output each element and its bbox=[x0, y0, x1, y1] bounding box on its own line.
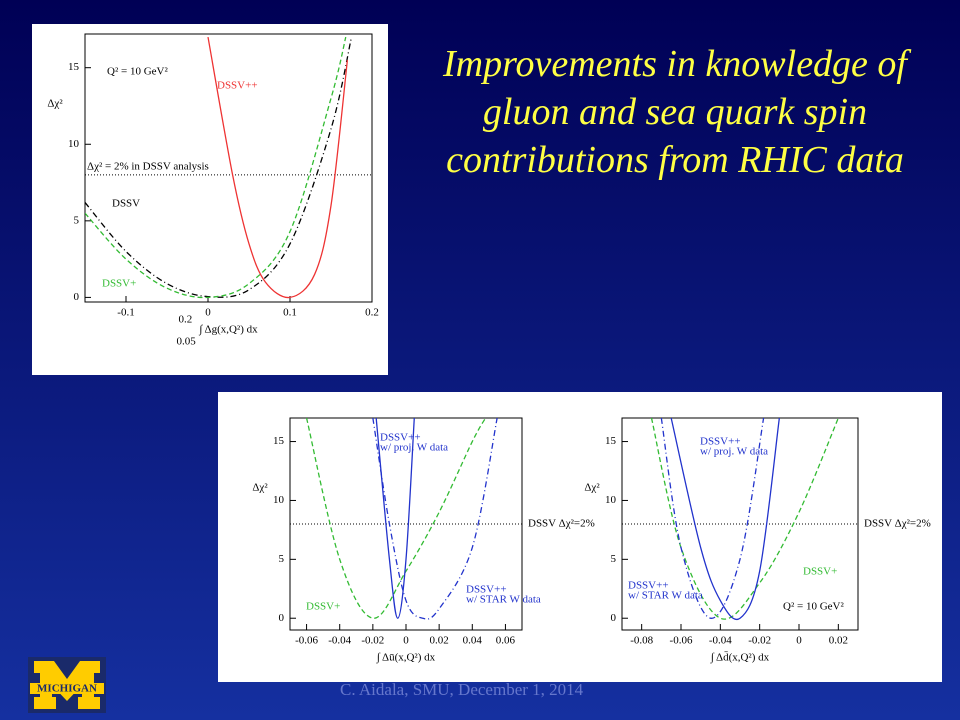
legend-label: DSSV+ bbox=[306, 601, 340, 613]
legend-note: w/ STAR W data bbox=[466, 594, 541, 606]
curve bbox=[207, 36, 349, 299]
y-tick-label: 15 bbox=[273, 435, 285, 447]
annotation: Q² = 10 GeV² bbox=[107, 66, 168, 78]
curve bbox=[372, 418, 498, 620]
x-tick-label: 0 bbox=[796, 635, 802, 647]
y-axis-label: Δχ² bbox=[252, 482, 268, 494]
reference-label: DSSV Δχ²=2% bbox=[528, 518, 595, 530]
curve bbox=[375, 418, 415, 619]
legend-label: DSSV bbox=[112, 198, 140, 210]
x-axis-label: ∫ Δg(x,Q²) dx bbox=[198, 324, 258, 336]
x-tick-label: -0.06 bbox=[295, 635, 318, 647]
curve bbox=[650, 418, 839, 620]
legend-label: DSSV+ bbox=[803, 566, 837, 578]
y-axis-label: Δχ² bbox=[47, 98, 63, 110]
curve bbox=[85, 36, 353, 298]
legend-note: w/ proj. W data bbox=[700, 446, 768, 458]
x-tick-label: 0.1 bbox=[283, 307, 297, 319]
x-label-lower: 0.05 bbox=[177, 336, 197, 348]
x-axis-label: ∫ Δū(x,Q²) dx bbox=[376, 652, 436, 664]
y-tick-label: 15 bbox=[68, 61, 80, 73]
y-tick-label: 5 bbox=[74, 214, 80, 226]
annotation: Q² = 10 GeV² bbox=[783, 601, 844, 613]
x-tick-label: -0.06 bbox=[670, 635, 693, 647]
x-tick-label: 0.06 bbox=[496, 635, 516, 647]
y-tick-label: 0 bbox=[611, 612, 617, 624]
reference-label: DSSV Δχ²=2% bbox=[864, 518, 931, 530]
legend-label: DSSV++ bbox=[466, 584, 507, 596]
x-tick-label: 0.04 bbox=[463, 635, 483, 647]
x-tick-label: 0.02 bbox=[829, 635, 848, 647]
x-tick-label: -0.04 bbox=[328, 635, 351, 647]
logo: MICHIGAN bbox=[28, 657, 106, 713]
legend-label: DSSV++ bbox=[700, 436, 741, 448]
y-tick-label: 15 bbox=[605, 435, 617, 447]
curve bbox=[660, 418, 765, 619]
x-tick-label: -0.04 bbox=[709, 635, 732, 647]
y-tick-label: 10 bbox=[605, 494, 617, 506]
curve bbox=[305, 418, 487, 619]
x-tick-label: 0.02 bbox=[430, 635, 449, 647]
y-tick-label: 5 bbox=[611, 553, 617, 565]
x-tick-label: 0 bbox=[205, 307, 211, 319]
x-tick-label: -0.02 bbox=[361, 635, 384, 647]
y-tick-label: 0 bbox=[74, 291, 80, 303]
reference-label: Δχ² = 2% in DSSV analysis bbox=[87, 160, 209, 172]
legend-note: w/ STAR W data bbox=[628, 590, 703, 602]
x-tick-label: -0.02 bbox=[748, 635, 771, 647]
x-tick-label: 0 bbox=[403, 635, 409, 647]
chart-sea: -0.06 -0.04 -0.02 0 0.02 0.04 0.06 0 5 10 15 Δχ² ∫ Δ… bbox=[218, 392, 942, 682]
y-tick-label: 10 bbox=[273, 494, 285, 506]
y-tick-label: 10 bbox=[68, 138, 80, 150]
legend-label: DSSV+ bbox=[102, 278, 136, 290]
plot-frame bbox=[84, 33, 373, 303]
legend-label: DSSV++ bbox=[380, 432, 421, 444]
x-tick-label: -0.1 bbox=[117, 307, 134, 319]
y-tick-label: 5 bbox=[279, 553, 285, 565]
slide-title: Improvements in knowledge of gluon and s… bbox=[443, 43, 907, 181]
y-tick-label: 0 bbox=[279, 612, 285, 624]
x-tick-label: 0.2 bbox=[365, 307, 379, 319]
x-label-upper: 0.2 bbox=[179, 314, 193, 326]
legend-label: DSSV++ bbox=[217, 80, 258, 92]
legend-label: DSSV++ bbox=[628, 580, 669, 592]
logo-band bbox=[30, 683, 104, 694]
chart-gluon: -0.1 0 0.1 0.2 0 5 10 15 Δχ² ∫ Δg(x,Q²) dx 0.2 0.05… bbox=[32, 24, 388, 375]
logo-text: MICHIGAN bbox=[37, 683, 97, 695]
legend-note: w/ proj. W data bbox=[380, 442, 448, 454]
curve bbox=[670, 418, 780, 621]
y-axis-label: Δχ² bbox=[584, 482, 600, 494]
footer: C. Aidala, SMU, December 1, 2014 bbox=[340, 680, 584, 699]
x-axis-label: ∫ Δd̄(x,Q²) dx bbox=[710, 651, 770, 663]
x-tick-label: -0.08 bbox=[630, 635, 653, 647]
